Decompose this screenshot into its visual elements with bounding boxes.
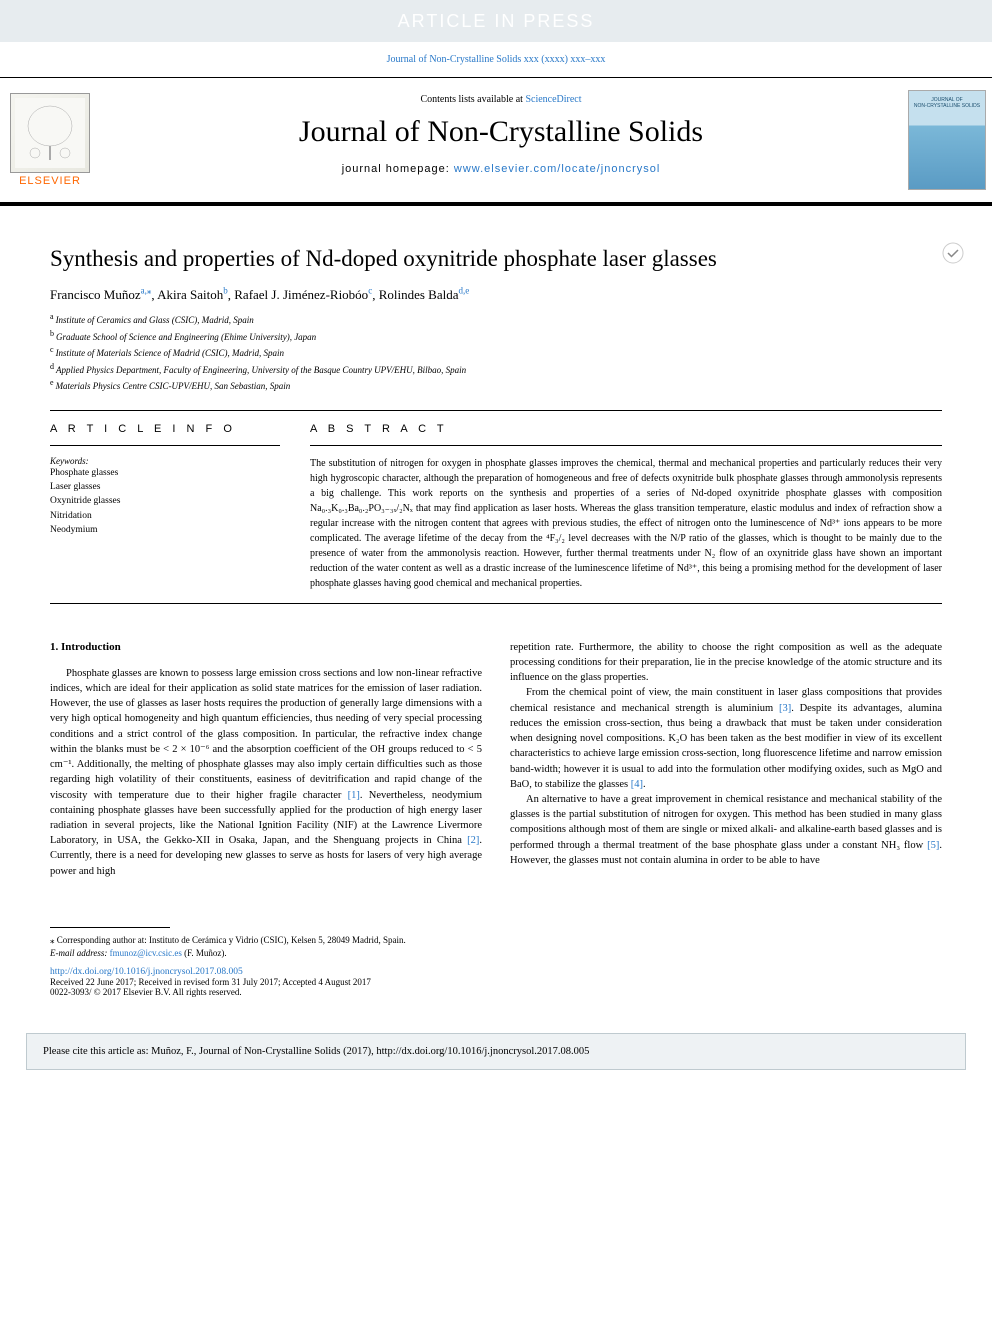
affiliations: aInstitute of Ceramics and Glass (CSIC),…: [50, 311, 942, 394]
keywords-list: Phosphate glasses Laser glasses Oxynitri…: [50, 466, 280, 537]
cover-thumbnail-icon: JOURNAL OF NON-CRYSTALLINE SOLIDS: [908, 90, 986, 190]
affiliation-d: dApplied Physics Department, Faculty of …: [50, 361, 942, 378]
author-2: Rafael J. Jiménez-Riobóoc: [234, 287, 372, 302]
keywords-label: Keywords:: [50, 456, 280, 466]
aff-sup: c: [50, 345, 54, 354]
author-3: Rolindes Baldad,e: [379, 287, 470, 302]
aff-text: Institute of Materials Science of Madrid…: [56, 348, 284, 358]
contents-line: Contents lists available at ScienceDirec…: [108, 94, 894, 105]
section-heading: 1. Introduction: [50, 640, 482, 656]
sciencedirect-link[interactable]: ScienceDirect: [525, 94, 581, 105]
author-aff-link[interactable]: d,e: [458, 286, 469, 296]
section-title: Introduction: [61, 641, 121, 653]
doi-link[interactable]: http://dx.doi.org/10.1016/j.jnoncrysol.2…: [50, 967, 243, 977]
aff-sup: a: [50, 312, 54, 321]
footer-notes: ⁎ Corresponding author at: Instituto de …: [0, 934, 992, 961]
article-info: A R T I C L E I N F O Keywords: Phosphat…: [50, 411, 280, 603]
journal-title: Journal of Non-Crystalline Solids: [108, 115, 894, 149]
column-right: repetition rate. Furthermore, the abilit…: [510, 640, 942, 879]
aff-sup: b: [50, 329, 54, 338]
article-title: Synthesis and properties of Nd-doped oxy…: [50, 246, 942, 272]
aff-text: Institute of Ceramics and Glass (CSIC), …: [56, 315, 254, 325]
homepage-link[interactable]: www.elsevier.com/locate/jnoncrysol: [454, 163, 660, 175]
aff-text: Graduate School of Science and Engineeri…: [56, 332, 316, 342]
article-info-heading: A R T I C L E I N F O: [50, 423, 280, 446]
paragraph: Phosphate glasses are known to possess l…: [50, 666, 482, 879]
info-abstract-row: A R T I C L E I N F O Keywords: Phosphat…: [50, 410, 942, 604]
citation-link[interactable]: [3]: [779, 703, 791, 714]
keyword: Oxynitride glasses: [50, 494, 280, 508]
abstract-block: A B S T R A C T The substitution of nitr…: [310, 411, 942, 603]
section-number: 1.: [50, 641, 58, 653]
article-in-press-banner: ARTICLE IN PRESS: [0, 0, 992, 42]
author-aff-link[interactable]: b: [223, 286, 228, 296]
abstract-heading: A B S T R A C T: [310, 423, 942, 435]
keyword: Neodymium: [50, 523, 280, 537]
citation-link[interactable]: [2]: [467, 835, 479, 846]
author-aff-link[interactable]: c: [368, 286, 372, 296]
citation-link[interactable]: [1]: [348, 790, 360, 801]
aff-sup: d: [50, 362, 54, 371]
homepage-prefix: journal homepage:: [342, 163, 454, 175]
corresponding-link[interactable]: ⁎: [147, 286, 152, 296]
journal-reference: Journal of Non-Crystalline Solids xxx (x…: [0, 54, 992, 65]
elsevier-logo[interactable]: ELSEVIER: [0, 86, 100, 194]
aff-sup: e: [50, 378, 54, 387]
authors-list: Francisco Muñoza,⁎, Akira Saitohb, Rafae…: [50, 286, 942, 303]
cover-line2: NON-CRYSTALLINE SOLIDS: [914, 103, 980, 109]
article-content: Synthesis and properties of Nd-doped oxy…: [0, 206, 992, 899]
elsevier-label: ELSEVIER: [19, 175, 81, 187]
keyword: Nitridation: [50, 509, 280, 523]
keyword: Laser glasses: [50, 480, 280, 494]
paragraph: From the chemical point of view, the mai…: [510, 685, 942, 792]
citation-link[interactable]: [4]: [631, 779, 643, 790]
para-text: .: [643, 779, 646, 790]
keyword: Phosphate glasses: [50, 466, 280, 480]
doi-line: http://dx.doi.org/10.1016/j.jnoncrysol.2…: [0, 961, 992, 977]
abstract-text: The substitution of nitrogen for oxygen …: [310, 445, 942, 591]
email-label: E-mail address:: [50, 948, 107, 958]
author-name: Rafael J. Jiménez-Riobóo: [234, 287, 368, 302]
email-link[interactable]: fmunoz@icv.csic.es: [110, 948, 182, 958]
aff-text: Materials Physics Centre CSIC-UPV/EHU, S…: [56, 381, 291, 391]
cite-this-article-box: Please cite this article as: Muñoz, F., …: [26, 1033, 966, 1070]
para-text: . Despite its advantages, alumina reduce…: [510, 703, 942, 790]
elsevier-tree-icon: [10, 93, 90, 173]
author-1: Akira Saitohb: [157, 287, 228, 302]
contents-prefix: Contents lists available at: [420, 94, 525, 105]
header-center: Contents lists available at ScienceDirec…: [100, 86, 902, 194]
author-name: Francisco Muñoz: [50, 287, 141, 302]
para-text: Phosphate glasses are known to possess l…: [50, 668, 482, 801]
author-name: Rolindes Balda: [379, 287, 459, 302]
affiliation-a: aInstitute of Ceramics and Glass (CSIC),…: [50, 311, 942, 328]
journal-homepage: journal homepage: www.elsevier.com/locat…: [108, 163, 894, 175]
column-left: 1. Introduction Phosphate glasses are kn…: [50, 640, 482, 879]
citation-link[interactable]: [5]: [927, 840, 939, 851]
banner-text: ARTICLE IN PRESS: [398, 11, 595, 32]
affiliation-c: cInstitute of Materials Science of Madri…: [50, 344, 942, 361]
copyright-line: 0022-3093/ © 2017 Elsevier B.V. All righ…: [0, 987, 992, 1015]
footer-separator: [50, 927, 170, 928]
author-0: Francisco Muñoza,⁎: [50, 287, 151, 302]
body-columns: 1. Introduction Phosphate glasses are kn…: [50, 640, 942, 879]
corresponding-author: ⁎ Corresponding author at: Instituto de …: [50, 934, 942, 948]
journal-header: ELSEVIER Contents lists available at Sci…: [0, 77, 992, 206]
affiliation-e: eMaterials Physics Centre CSIC-UPV/EHU, …: [50, 377, 942, 394]
email-line: E-mail address: fmunoz@icv.csic.es (F. M…: [50, 947, 942, 961]
paragraph: repetition rate. Furthermore, the abilit…: [510, 640, 942, 686]
journal-cover[interactable]: JOURNAL OF NON-CRYSTALLINE SOLIDS: [902, 86, 992, 194]
email-author: (F. Muñoz).: [184, 948, 227, 958]
paragraph: An alternative to have a great improveme…: [510, 792, 942, 868]
journal-ref-link[interactable]: Journal of Non-Crystalline Solids xxx (x…: [387, 54, 606, 65]
aff-text: Applied Physics Department, Faculty of E…: [56, 365, 466, 375]
crossmark-icon[interactable]: [942, 242, 964, 264]
affiliation-b: bGraduate School of Science and Engineer…: [50, 328, 942, 345]
author-name: Akira Saitoh: [157, 287, 223, 302]
para-text: An alternative to have a great improveme…: [510, 794, 942, 851]
received-line: Received 22 June 2017; Received in revis…: [0, 977, 992, 987]
